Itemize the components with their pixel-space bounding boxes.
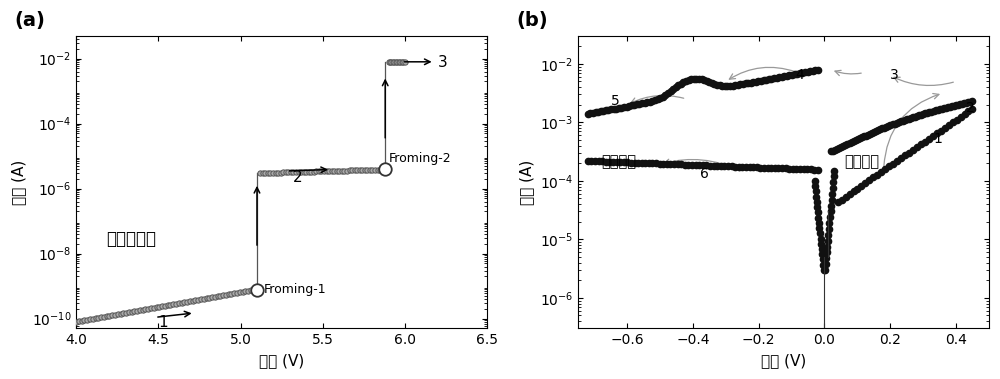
Text: Froming-1: Froming-1 bbox=[264, 283, 326, 296]
Text: 3: 3 bbox=[438, 55, 448, 70]
Text: 1: 1 bbox=[158, 315, 168, 330]
X-axis label: 电压 (V): 电压 (V) bbox=[761, 353, 806, 368]
Text: 1: 1 bbox=[933, 132, 942, 146]
Text: (a): (a) bbox=[14, 11, 45, 30]
Text: 置位过程: 置位过程 bbox=[844, 154, 879, 169]
Text: 6: 6 bbox=[700, 168, 708, 182]
Text: 3: 3 bbox=[890, 68, 899, 82]
Text: 4: 4 bbox=[795, 68, 804, 82]
X-axis label: 电压 (V): 电压 (V) bbox=[259, 353, 304, 368]
Text: 2: 2 bbox=[966, 101, 975, 115]
Text: (b): (b) bbox=[516, 11, 548, 30]
Y-axis label: 电流 (A): 电流 (A) bbox=[519, 160, 534, 205]
Text: Froming-2: Froming-2 bbox=[389, 152, 451, 165]
Text: 复位过程: 复位过程 bbox=[601, 154, 636, 169]
Text: 5: 5 bbox=[611, 94, 620, 108]
Y-axis label: 电流 (A): 电流 (A) bbox=[11, 160, 26, 205]
Text: 电形成过程: 电形成过程 bbox=[106, 230, 156, 248]
Text: 2: 2 bbox=[293, 170, 303, 185]
